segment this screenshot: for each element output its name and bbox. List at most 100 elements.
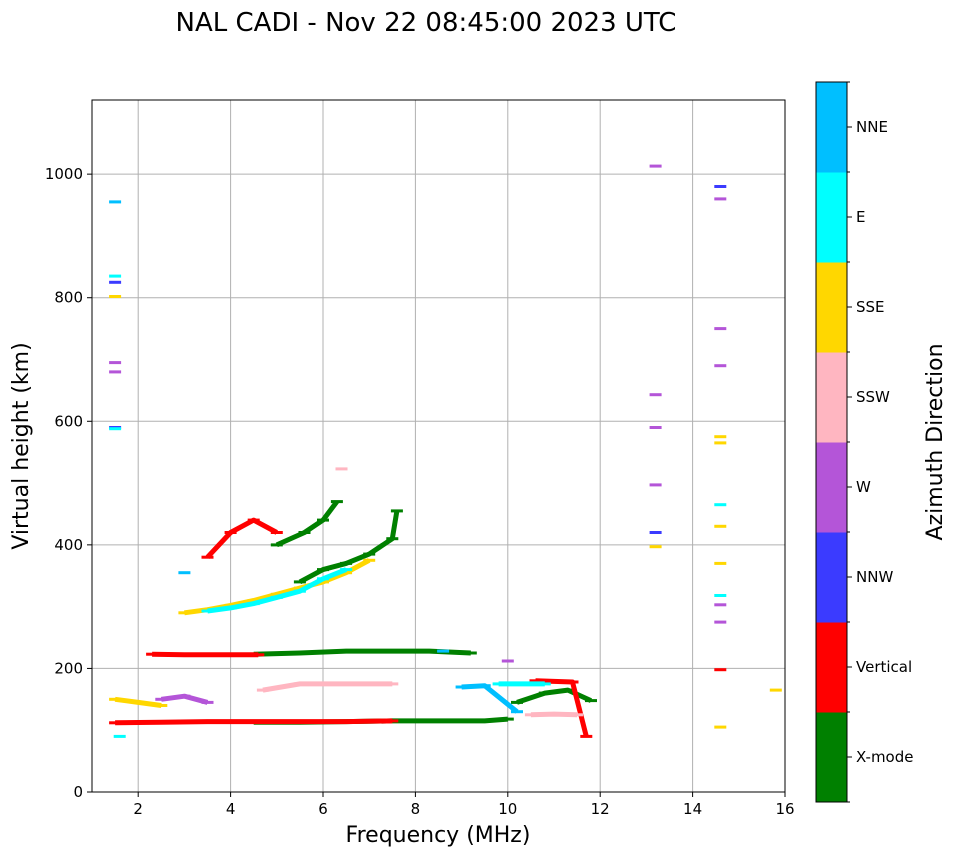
echo-point — [511, 710, 523, 714]
echo-point — [363, 558, 376, 562]
echo-point — [247, 599, 260, 602]
echo-point — [293, 682, 306, 686]
echo-point — [293, 580, 306, 584]
echo-point — [649, 545, 662, 549]
echo-point — [478, 719, 491, 723]
colorbar-category-label: Vertical — [856, 658, 912, 676]
echo-point — [580, 734, 593, 738]
echo-point — [714, 561, 727, 565]
echo-point — [548, 712, 560, 716]
echo-point — [714, 197, 727, 201]
echo-point — [178, 694, 191, 698]
series-nne — [109, 200, 523, 714]
colorbar-frame — [815, 81, 848, 803]
echo-point — [201, 555, 214, 559]
echo-trace — [516, 687, 593, 705]
colorbar-category-label: E — [856, 208, 865, 226]
echo-point — [538, 682, 551, 686]
echo-point — [340, 568, 353, 572]
echo-point — [538, 691, 551, 695]
y-axis-label: Virtual height (km) — [9, 342, 34, 549]
echo-point — [714, 327, 727, 331]
echo-point — [293, 651, 306, 655]
echo-point — [340, 720, 353, 724]
echo-point — [432, 719, 445, 723]
echo-trace — [205, 517, 278, 559]
echo-point — [317, 568, 329, 572]
colorbar-category-label: NNE — [856, 118, 888, 136]
echo-point — [317, 580, 329, 584]
echo-point — [178, 611, 191, 615]
echo-point — [155, 720, 168, 724]
echo-point — [293, 589, 306, 593]
echo-point — [178, 571, 191, 575]
colorbar-category-label: W — [856, 478, 871, 496]
echo-point — [146, 652, 159, 656]
plot-frame — [91, 99, 786, 793]
echo-point — [155, 704, 168, 707]
plot-background — [92, 100, 785, 792]
plot-area: 2 4 6 8 10 12 14 16 0 200 400 600 800 1000 — [45, 99, 795, 818]
echo-point — [386, 719, 399, 723]
echo-point — [464, 651, 477, 655]
echo-point — [293, 586, 306, 590]
x-tick-label: 8 — [411, 800, 421, 818]
echo-point — [714, 441, 727, 445]
echo-point — [714, 185, 727, 188]
echo-point — [132, 700, 145, 704]
colorbar: X-mode Vertical NNW W SSW SSE E NNE — [815, 81, 913, 803]
echo-point — [109, 295, 122, 298]
echo-point — [201, 720, 214, 724]
echo-point — [714, 603, 727, 607]
echo-point — [109, 721, 122, 725]
colorbar-segment — [816, 172, 847, 263]
echo-point — [566, 680, 579, 684]
echo-point — [155, 697, 168, 701]
series-w — [109, 164, 727, 705]
echo-point — [317, 518, 329, 522]
x-tick-label: 16 — [775, 800, 794, 818]
echo-point — [340, 561, 353, 565]
echo-point — [714, 503, 727, 507]
colorbar-segment — [816, 82, 847, 173]
colorbar-segment — [816, 442, 847, 533]
echo-point — [386, 537, 399, 541]
echo-point — [585, 699, 597, 703]
echo-point — [109, 427, 122, 431]
echo-point — [256, 688, 269, 692]
echo-point — [649, 164, 662, 168]
echo-point — [571, 713, 584, 717]
echo-point — [390, 509, 403, 513]
y-tick-label: 600 — [54, 412, 83, 430]
x-tick-label: 6 — [318, 800, 328, 818]
echo-point — [437, 649, 450, 653]
echo-point — [224, 531, 237, 534]
echo-point — [769, 688, 782, 692]
echo-point — [386, 649, 399, 653]
echo-point — [247, 720, 260, 724]
echo-point — [478, 684, 491, 688]
echo-point — [293, 720, 306, 724]
echo-point — [109, 274, 122, 278]
x-axis-label: Frequency (MHz) — [346, 823, 531, 848]
echo-point — [298, 531, 311, 534]
echo-trace — [253, 648, 471, 657]
echo-point — [201, 609, 214, 613]
echo-point — [492, 682, 505, 686]
echo-point — [109, 370, 122, 374]
echo-point — [714, 725, 727, 729]
echo-point — [529, 679, 542, 683]
echo-point — [201, 700, 214, 704]
y-tick-label: 0 — [73, 783, 83, 801]
y-tick-label: 1000 — [45, 165, 83, 183]
colorbar-category-label: SSE — [856, 298, 885, 316]
echo-point — [109, 361, 122, 365]
echo-point — [714, 524, 727, 528]
series-vertical — [109, 517, 727, 738]
echo-point — [109, 280, 122, 284]
echo-point — [714, 435, 727, 439]
series-ssw — [256, 467, 584, 718]
echo-point — [386, 682, 399, 686]
y-tick-label: 200 — [54, 659, 83, 677]
